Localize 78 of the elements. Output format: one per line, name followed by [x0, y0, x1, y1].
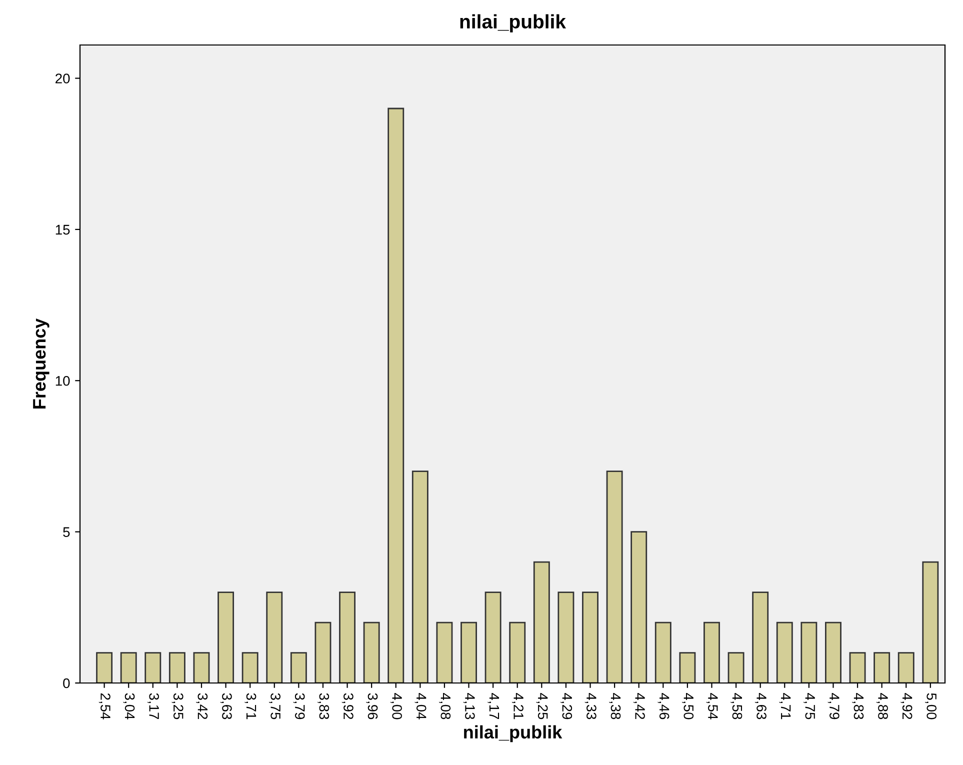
x-tick-label: 4,71	[779, 693, 791, 720]
bar	[654, 622, 672, 683]
bar	[314, 622, 332, 683]
bar	[776, 622, 793, 683]
bar	[339, 592, 356, 683]
x-tick-label: 3,42	[196, 693, 208, 720]
x-tick-label: 3,71	[244, 693, 256, 720]
x-tick-label: 3,75	[269, 693, 280, 720]
bar	[484, 592, 502, 683]
x-tick-label: 4,21	[512, 693, 524, 720]
x-tick-label: 4,25	[536, 693, 548, 720]
chart-title: nilai_publik	[460, 14, 566, 32]
x-tick-label: 4,42	[633, 693, 645, 720]
bar	[874, 652, 890, 683]
x-tick-label: 4,38	[609, 693, 621, 720]
bar	[144, 652, 162, 683]
x-tick-label: 4,13	[463, 693, 475, 720]
bar	[290, 652, 307, 683]
bar	[728, 652, 744, 683]
x-tick-label: 3,25	[172, 693, 184, 720]
x-tick-label: 4,75	[804, 693, 815, 720]
bar	[558, 592, 574, 683]
x-tick-label: 4,04	[414, 693, 426, 720]
bar	[218, 592, 234, 683]
bar	[96, 652, 113, 683]
x-tick-label: 5,00	[925, 693, 937, 720]
x-tick-label: 4,54	[706, 693, 718, 720]
x-tick-label: 4,00	[390, 693, 402, 720]
y-tick-label: 20	[56, 74, 70, 84]
y-tick-label: 15	[56, 224, 70, 235]
bar	[606, 470, 623, 683]
bar	[388, 108, 404, 683]
bar	[193, 652, 210, 683]
x-tick-label: 4,63	[754, 693, 766, 720]
bar	[120, 652, 137, 683]
x-tick-label: 4,29	[560, 693, 572, 720]
bar	[898, 652, 914, 683]
bar	[460, 622, 477, 683]
x-tick-label: 4,83	[852, 693, 864, 720]
bar	[363, 622, 380, 683]
bar	[825, 622, 842, 683]
y-tick-label: 0	[63, 678, 70, 688]
bar	[533, 561, 550, 683]
x-tick-label: 4,79	[828, 693, 840, 720]
bar	[266, 592, 283, 683]
bar	[168, 652, 186, 683]
bar	[922, 561, 939, 683]
x-tick-label: 4,50	[682, 693, 694, 720]
y-axis-title: Frequency	[33, 318, 50, 408]
y-tick-label: 10	[56, 376, 70, 386]
bar	[800, 622, 818, 683]
x-tick-label: 3,79	[293, 693, 305, 720]
x-tick-label: 4,88	[876, 693, 888, 720]
bar	[412, 470, 428, 683]
bar	[752, 592, 769, 683]
x-tick-label: 3,17	[148, 693, 159, 720]
bar	[630, 531, 648, 683]
x-axis-title: nilai_publik	[464, 725, 562, 742]
x-tick-label: 3,63	[220, 693, 232, 720]
bar	[849, 652, 866, 683]
x-tick-label: 4,92	[900, 693, 912, 720]
bar	[679, 652, 696, 683]
x-tick-label: 3,83	[318, 693, 330, 720]
x-tick-label: 3,04	[123, 693, 135, 720]
x-tick-label: 4,08	[439, 693, 451, 720]
x-tick-label: 3,96	[366, 693, 378, 720]
x-tick-label: 4,46	[658, 693, 670, 720]
x-tick-label: 2,54	[98, 693, 110, 720]
x-tick-label: 4,58	[730, 693, 742, 720]
bar	[509, 622, 526, 683]
y-tick-label: 5	[63, 527, 70, 537]
bar	[582, 592, 598, 683]
x-tick-label: 4,33	[584, 693, 596, 720]
x-tick-label: 3,92	[342, 693, 354, 720]
bar	[704, 622, 720, 683]
bar	[436, 622, 453, 683]
x-tick-label: 4,17	[488, 693, 500, 720]
bar	[242, 652, 258, 683]
